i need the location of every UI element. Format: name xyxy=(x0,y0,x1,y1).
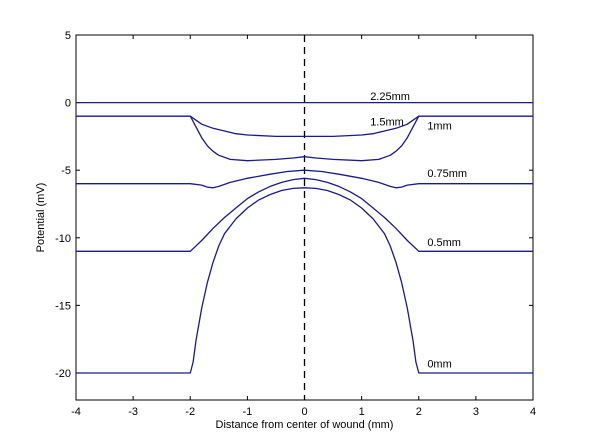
series-label: 1mm xyxy=(427,121,451,133)
x-tick-label: 3 xyxy=(473,406,479,418)
y-tick-label: -15 xyxy=(55,300,71,312)
y-tick-label: 0 xyxy=(65,98,71,110)
x-tick-label: 4 xyxy=(530,406,536,418)
series-label: 2.25mm xyxy=(370,91,410,103)
y-tick-label: 5 xyxy=(65,30,71,42)
axis-tick-labels: -4 -3 -2 -1 0 1 2 3 450-5-10-15-20 xyxy=(55,30,536,418)
x-tick-label: -3 xyxy=(128,406,138,418)
y-tick-label: -5 xyxy=(61,165,71,177)
y-tick-label: -10 xyxy=(55,233,71,245)
x-tick-label: 2 xyxy=(416,406,422,418)
y-axis-label: Potential (mV) xyxy=(35,183,47,253)
x-tick-label: 1 xyxy=(359,406,365,418)
series-line-0mm xyxy=(76,187,533,374)
series-line-1.5mm xyxy=(76,115,533,138)
series-line-1mm xyxy=(76,115,533,162)
x-tick-label: -4 xyxy=(71,406,81,418)
x-tick-label: -1 xyxy=(242,406,252,418)
x-axis-label: Distance from center of wound (mm) xyxy=(216,419,394,431)
series-line-0.5mm xyxy=(76,177,533,252)
x-tick-label: -2 xyxy=(185,406,195,418)
y-tick-label: -20 xyxy=(55,368,71,380)
series-label: 1.5mm xyxy=(370,117,404,129)
series-labels: 2.25mm 1.5mm 1mm 0.75mm 0.5mm 0mm xyxy=(370,91,467,371)
series-line-0.75mm xyxy=(76,169,533,189)
x-tick-label: 0 xyxy=(301,406,307,418)
series-label: 0.75mm xyxy=(427,168,467,180)
series-label: 0.5mm xyxy=(427,237,461,249)
series-label: 0mm xyxy=(427,359,451,371)
series-lines xyxy=(76,101,533,374)
